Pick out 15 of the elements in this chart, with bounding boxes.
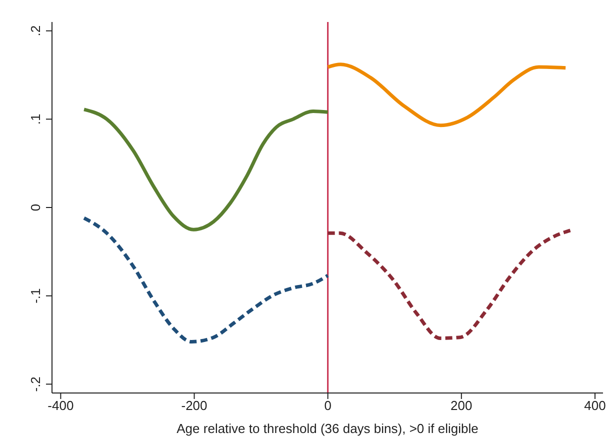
y-tick-label: .2 — [28, 25, 43, 36]
y-tick-label: 0 — [28, 204, 43, 212]
x-tick-label: -400 — [48, 398, 74, 414]
y-tick-label: -.1 — [28, 288, 43, 304]
line-series — [326, 228, 572, 340]
x-axis-title: Age relative to threshold (36 days bins), >0 if eligible — [176, 421, 478, 436]
line-series — [82, 108, 330, 232]
y-tick-label: .1 — [28, 114, 43, 125]
x-tick-label: 0 — [324, 398, 332, 414]
line-series — [326, 62, 568, 128]
x-tick-label: 400 — [584, 398, 606, 414]
y-tick-label: -.2 — [28, 376, 43, 392]
line-series — [82, 216, 330, 344]
x-tick-label: 200 — [450, 398, 472, 414]
x-tick-label: -200 — [181, 398, 208, 414]
